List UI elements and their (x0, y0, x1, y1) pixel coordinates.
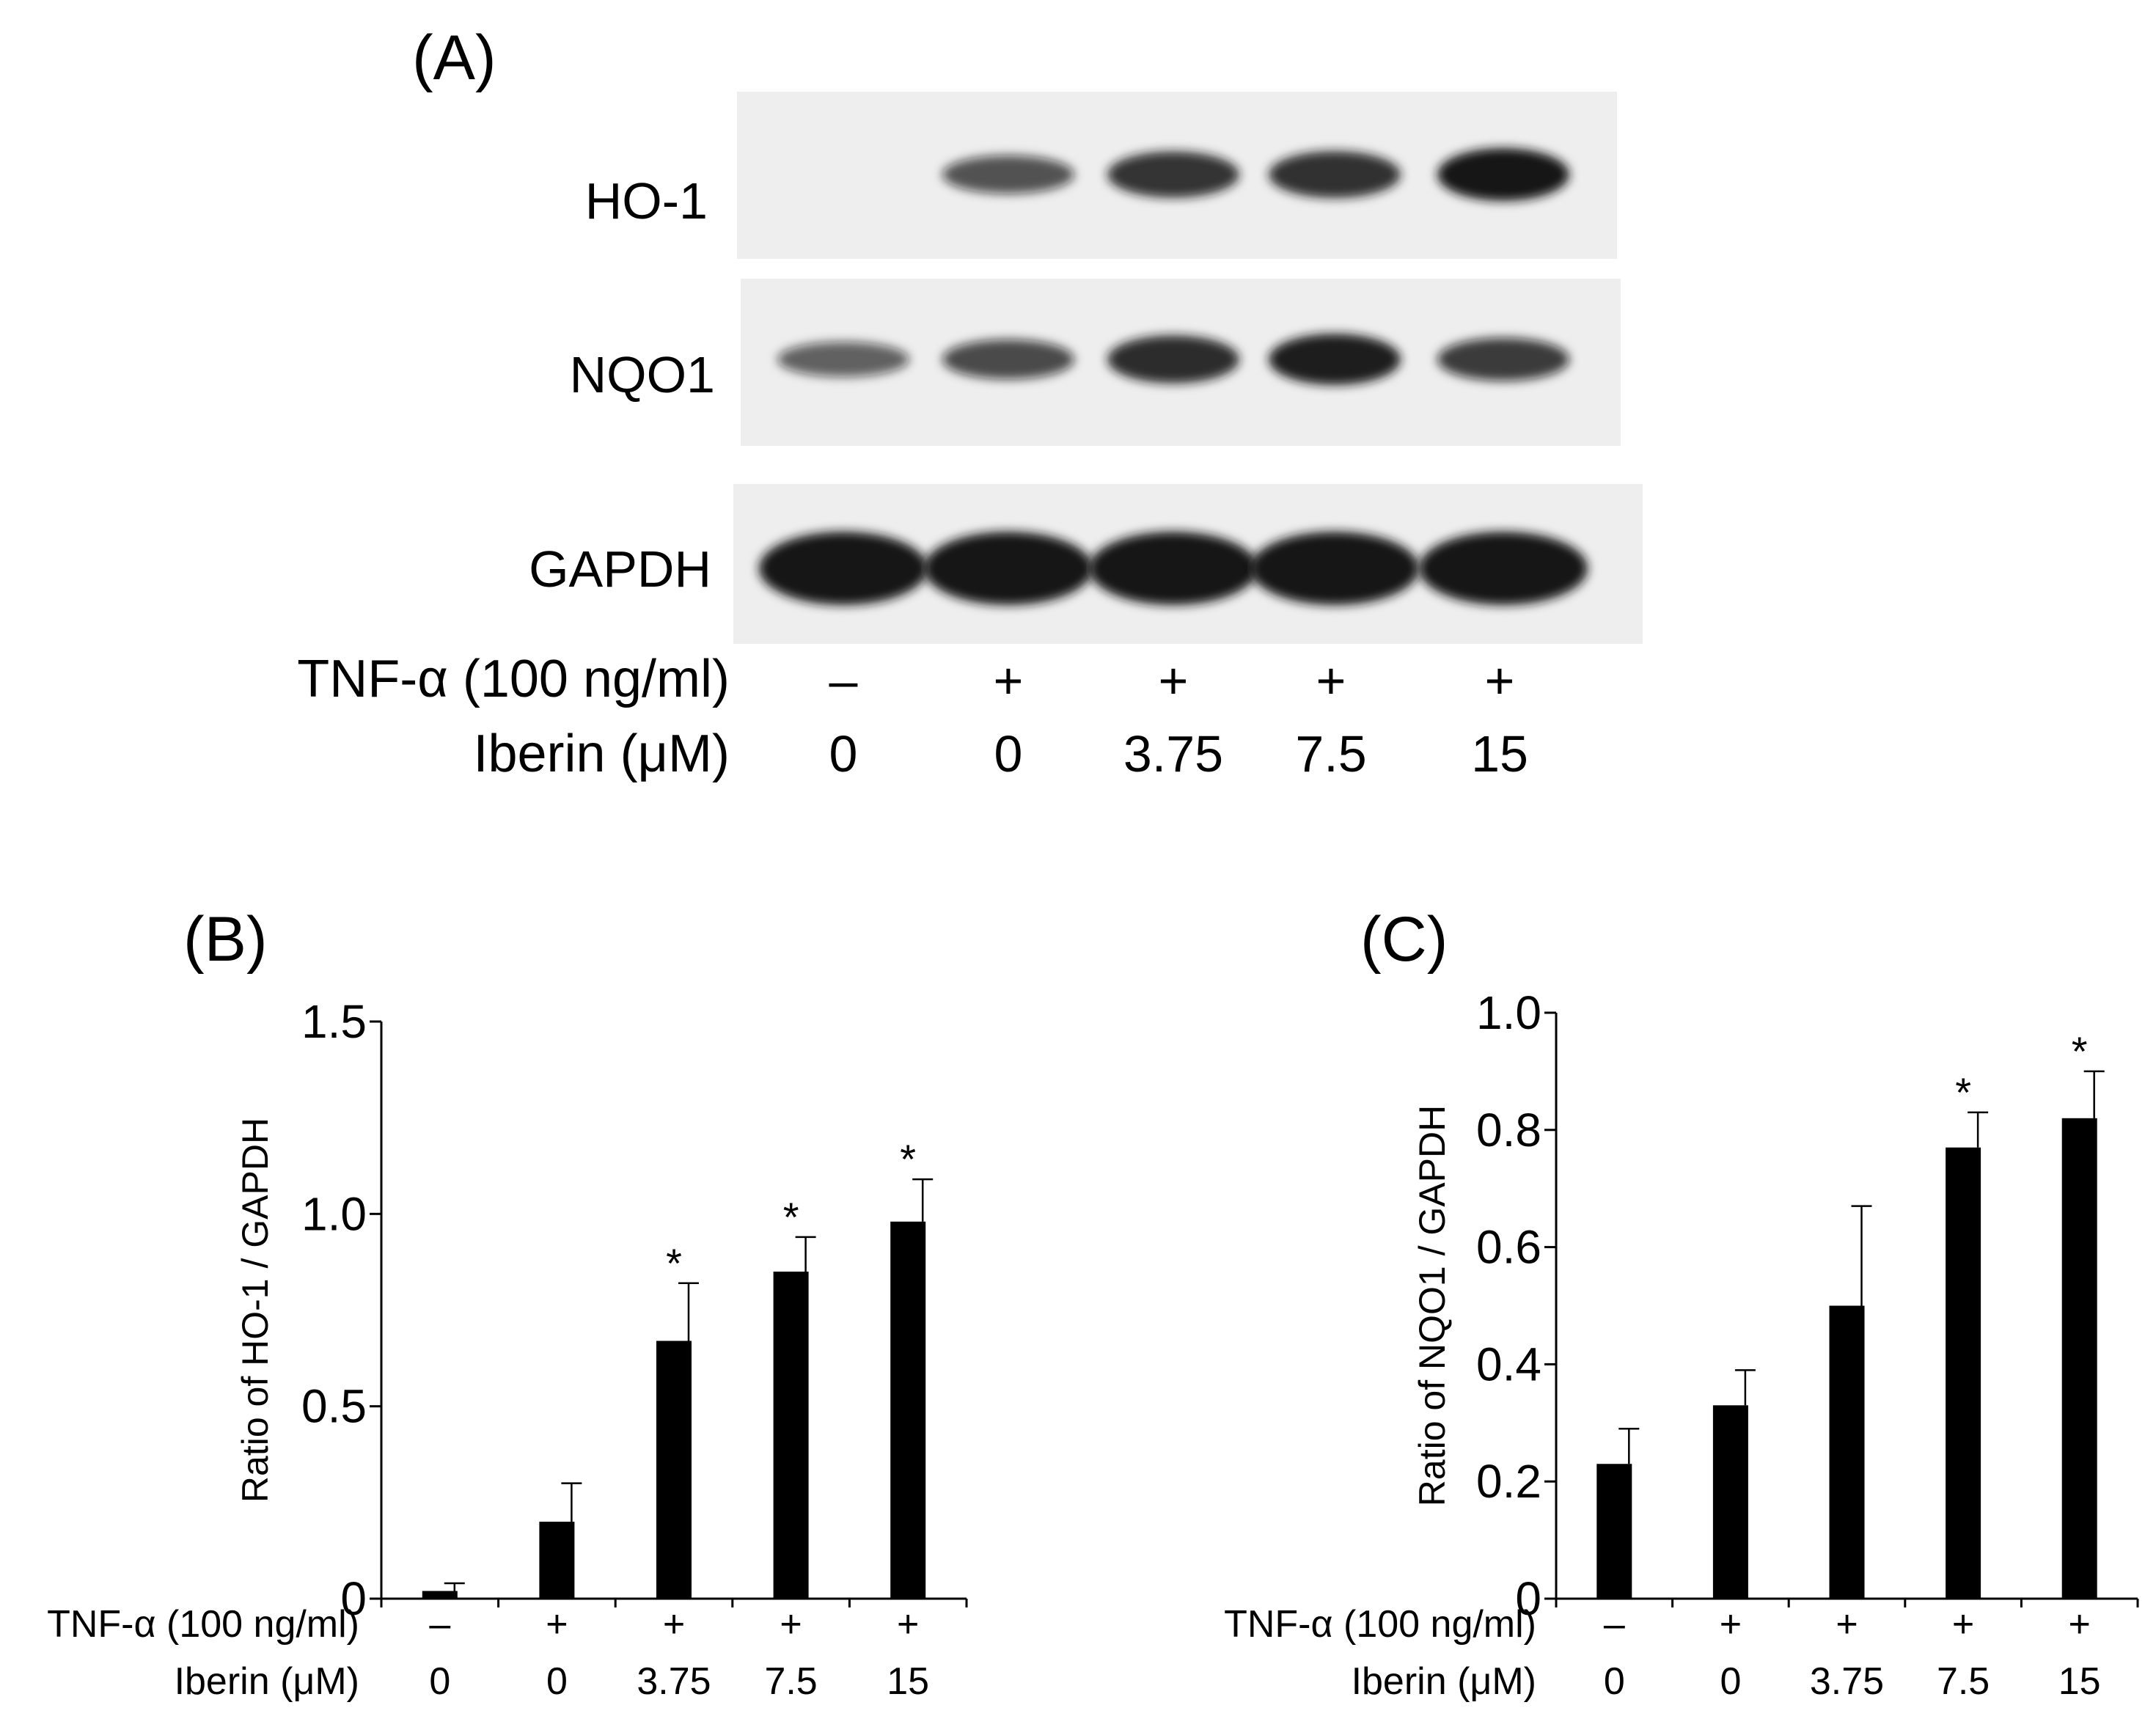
bar (539, 1522, 575, 1599)
blot-label-gapdh: GAPDH (529, 540, 711, 598)
chart-c: 0 0.2 0.4 0.6 0.8 1.0 Ratio of NQO1 / GAPDH * * T… (1224, 986, 2139, 1703)
treatment-value: 7.5 (1937, 1660, 1990, 1703)
treatment-value: + (663, 1603, 685, 1646)
treatment-value: – (1604, 1603, 1625, 1646)
treatment-value: + (2069, 1603, 2091, 1646)
bar (2061, 1118, 2097, 1599)
treatment-value: 15 (1471, 725, 1528, 782)
blot-band (1107, 151, 1239, 198)
blot-band (1089, 532, 1258, 605)
panel-a: (A) HO-1 NQO1 GAPDH TNF-α (100 ng/ml) – + + + +… (297, 23, 1643, 783)
significance-marker: * (2072, 1028, 2088, 1074)
significance-marker: * (783, 1194, 799, 1240)
treatment-value: 0 (429, 1660, 450, 1703)
treatment-value: 0 (1604, 1660, 1625, 1703)
bar (656, 1341, 692, 1599)
bar (773, 1272, 809, 1599)
y-tick-label: 0.5 (301, 1380, 367, 1433)
treatment-value: 15 (887, 1660, 929, 1703)
panel-b-label: (B) (183, 904, 268, 975)
blot-band (759, 532, 928, 605)
y-tick-label: 0.8 (1476, 1104, 1541, 1156)
bar (422, 1591, 458, 1599)
treatment-value: 0 (1720, 1660, 1741, 1703)
y-axis-label: Ratio of HO-1 / GAPDH (235, 1118, 276, 1503)
treatment-value: 7.5 (1295, 725, 1366, 782)
blot-area: HO-1 NQO1 GAPDH (529, 92, 1643, 644)
blot-band (924, 532, 1093, 605)
significance-marker: * (900, 1136, 916, 1182)
treatment-value: + (1159, 652, 1189, 709)
treatment-value: 0 (546, 1660, 568, 1703)
treatment-label: Iberin (μM) (473, 725, 730, 783)
y-tick-label: 0 (1515, 1572, 1541, 1625)
y-tick-label: 1.5 (301, 995, 367, 1048)
y-tick-label: 0 (340, 1572, 367, 1625)
chart-b: 0 0.5 1.0 1.5 Ratio of HO-1 / GAPDH * * * TNF-α … (47, 995, 968, 1703)
blot-band (942, 339, 1074, 380)
significance-marker: * (1955, 1069, 1971, 1115)
treatment-value: + (546, 1603, 568, 1646)
blot-band (1269, 150, 1401, 199)
treatment-value: 15 (2058, 1660, 2101, 1703)
blot-band (1437, 337, 1569, 381)
panel-b: (B) 0 0.5 1.0 1.5 Ratio of HO-1 / GAPDH * * * TN… (47, 904, 968, 1703)
treatment-value: + (1836, 1603, 1858, 1646)
treatment-value: + (780, 1603, 802, 1646)
treatment-value: – (429, 1603, 450, 1646)
panel-a-label: (A) (412, 23, 496, 93)
blot-band (1437, 148, 1569, 201)
blot-band (942, 155, 1074, 194)
panel-c: (C) 0 0.2 0.4 0.6 0.8 1.0 Ratio of NQO1 / GAPD… (1224, 904, 2139, 1703)
y-tick-label: 0.6 (1476, 1221, 1541, 1274)
treatment-value: 0 (994, 725, 1023, 782)
blot-band (1419, 532, 1588, 605)
treatment-value: + (994, 652, 1024, 709)
treatment-value: + (1952, 1603, 1974, 1646)
treatment-value: + (1485, 652, 1515, 709)
panel-a-treatment-table: TNF-α (100 ng/ml) – + + + + Iberin (μM) 0 0 3.75 7… (297, 650, 1528, 783)
blot-band (1250, 532, 1419, 605)
blot-label-ho-1: HO-1 (585, 172, 708, 230)
treatment-label: TNF-α (100 ng/ml) (47, 1603, 359, 1646)
significance-marker: * (666, 1240, 682, 1286)
treatment-value: 3.75 (637, 1660, 711, 1703)
bar (1946, 1147, 1981, 1599)
y-tick-label: 1.0 (1476, 986, 1541, 1039)
treatment-value: + (897, 1603, 919, 1646)
bar (1829, 1305, 1865, 1599)
y-tick-label: 0.4 (1476, 1338, 1541, 1390)
blot-label-nqo1: NQO1 (570, 346, 715, 403)
panel-c-label: (C) (1360, 904, 1448, 975)
treatment-label: Iberin (μM) (175, 1660, 359, 1703)
blot-band (777, 342, 909, 377)
treatment-value: 3.75 (1810, 1660, 1884, 1703)
y-axis-label: Ratio of NQO1 / GAPDH (1412, 1105, 1453, 1506)
treatment-value: – (829, 652, 858, 709)
treatment-value: 7.5 (764, 1660, 817, 1703)
treatment-label: TNF-α (100 ng/ml) (1224, 1603, 1536, 1646)
treatment-value: 3.75 (1123, 725, 1223, 782)
treatment-value: + (1316, 652, 1346, 709)
y-tick-label: 1.0 (301, 1187, 367, 1240)
bar (1596, 1464, 1632, 1599)
blot-band (1269, 334, 1401, 385)
bar (890, 1221, 926, 1599)
y-tick-label: 0.2 (1476, 1455, 1541, 1508)
treatment-value: 0 (829, 725, 858, 782)
treatment-label: TNF-α (100 ng/ml) (297, 650, 730, 708)
treatment-label: Iberin (μM) (1352, 1660, 1536, 1703)
bar (1712, 1405, 1748, 1599)
treatment-value: + (1720, 1603, 1742, 1646)
blot-band (1107, 335, 1239, 384)
